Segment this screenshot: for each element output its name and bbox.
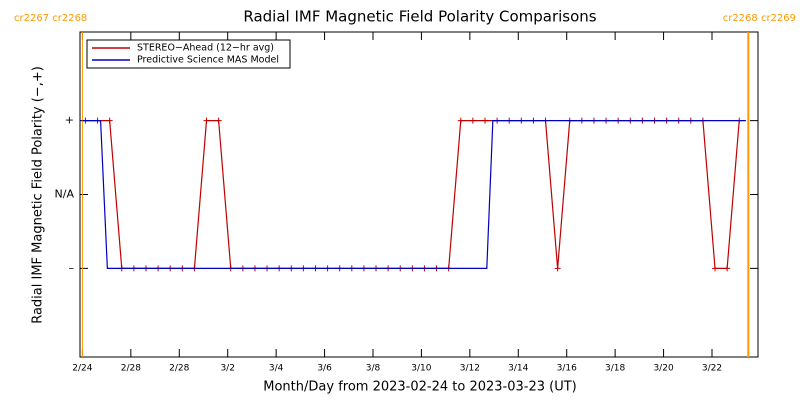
- point-marker: [469, 117, 476, 124]
- x-tick-label: 3/20: [653, 364, 673, 374]
- y-tick-label: +: [65, 114, 74, 127]
- rotation-label: cr2268 cr2269: [723, 13, 796, 24]
- point-marker: [457, 117, 464, 124]
- chart-title: Radial IMF Magnetic Field Polarity Compa…: [243, 8, 596, 26]
- x-tick-label: 3/8: [366, 364, 381, 374]
- x-tick-label: 3/4: [269, 364, 284, 374]
- y-tick-label: –: [69, 261, 75, 274]
- point-marker: [106, 117, 113, 124]
- point-marker: [215, 117, 222, 124]
- rotation-label: cr2267 cr2268: [14, 13, 87, 24]
- point-marker: [724, 265, 731, 272]
- legend-label: Predictive Science MAS Model: [137, 55, 279, 66]
- y-tick-label: N/A: [55, 188, 75, 201]
- legend-box: [86, 39, 291, 69]
- x-axis-label: Month/Day from 2023-02-24 to 2023-03-23 …: [263, 380, 576, 395]
- x-tick-label: 3/12: [460, 364, 480, 374]
- y-axis-label: Radial IMF Magnetic Field Polarity (−,+): [31, 66, 46, 324]
- x-tick-label: 2/28: [169, 364, 189, 374]
- legend-label: STEREO−Ahead (12−hr avg): [137, 43, 274, 54]
- x-tick-label: 3/18: [605, 364, 625, 374]
- point-marker: [203, 117, 210, 124]
- point-marker: [554, 265, 561, 272]
- x-tick-label: 2/24: [72, 364, 92, 374]
- x-tick-label: 3/16: [557, 364, 577, 374]
- x-tick-label: 3/22: [702, 364, 722, 374]
- x-tick-label: 3/14: [508, 364, 528, 374]
- point-marker: [481, 117, 488, 124]
- point-marker: [712, 265, 719, 272]
- x-tick-label: 3/10: [411, 364, 431, 374]
- series-line: [82, 120, 746, 269]
- x-tick-label: 2/28: [121, 364, 141, 374]
- x-tick-label: 3/6: [317, 364, 332, 374]
- x-tick-label: 3/2: [220, 364, 234, 374]
